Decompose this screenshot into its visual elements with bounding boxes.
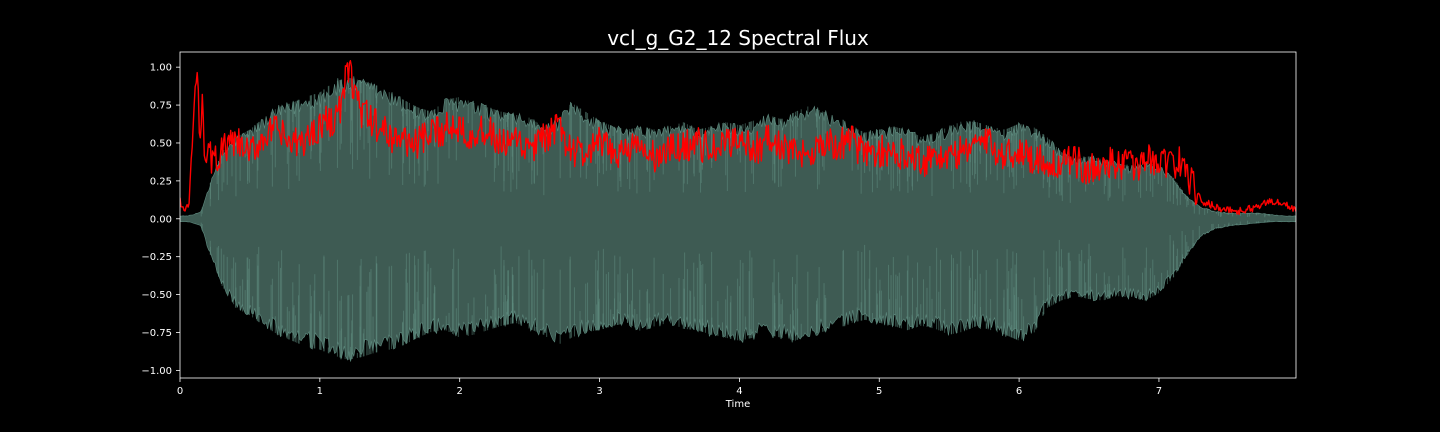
y-tick-label: 1.00 [150,63,172,74]
plot-area [180,60,1296,362]
x-tick-label: 7 [1156,386,1162,397]
y-tick-label: −0.25 [141,252,172,263]
chart-title: vcl_g_G2_12 Spectral Flux [607,26,869,50]
y-tick-label: 0.25 [150,176,172,187]
axes-frame [179,51,1297,379]
y-tick-label: −0.75 [141,328,172,339]
x-tick-label: 1 [317,386,323,397]
axes: 0 1 2 3 4 5 6 7 1.00 0.75 0.50 0.25 0.00 −0.25 −0.50 −0… [141,51,1297,410]
x-tick-label: 5 [876,386,882,397]
x-tick-label: 4 [736,386,742,397]
y-tick-label: −1.00 [141,366,172,377]
x-axis-label: Time [725,399,750,410]
x-tick-label: 3 [596,386,602,397]
y-tick-label: 0.50 [150,138,172,149]
x-tick-label: 0 [177,386,183,397]
spectral-flux-line [180,60,1296,216]
x-tick-label: 6 [1016,386,1022,397]
y-tick-label: 0.00 [150,214,172,225]
y-tick-label: 0.75 [150,101,172,112]
x-tick-label: 2 [457,386,463,397]
y-tick-label: −0.50 [141,290,172,301]
waveform-detail [200,77,1270,360]
